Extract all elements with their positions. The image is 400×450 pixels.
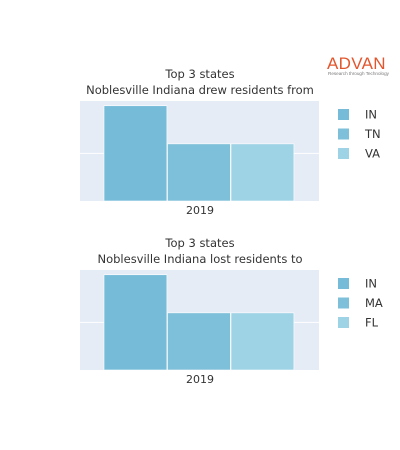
chart-2-bars	[103, 274, 295, 371]
chart-1-legend-label-in[interactable]: IN	[365, 108, 377, 122]
logo-tagline: Research through Technology	[328, 71, 390, 76]
chart-2-legend-label-in[interactable]: IN	[365, 277, 377, 291]
chart-1-subtitle: Noblesville Indiana drew residents from	[86, 83, 314, 97]
chart-1-bar-in	[103, 105, 168, 202]
chart-1-bar-va	[230, 143, 295, 202]
chart-2-title: Top 3 states	[164, 236, 234, 250]
chart-2: Top 3 states Noblesville Indiana lost re…	[0, 233, 400, 408]
chart-2-svg: Top 3 states Noblesville Indiana lost re…	[80, 236, 383, 386]
chart-1-legend: IN TN VA	[338, 108, 381, 161]
chart-2-bar-ma	[167, 312, 231, 371]
chart-2-legend-swatch-fl[interactable]	[338, 317, 349, 328]
chart-1-svg: Top 3 states Noblesville Indiana drew re…	[80, 67, 381, 217]
chart-2-bar-fl	[230, 312, 295, 371]
chart-1-legend-swatch-va[interactable]	[338, 148, 349, 159]
chart-1-legend-label-tn[interactable]: TN	[364, 127, 381, 141]
chart-1-legend-swatch-in[interactable]	[338, 109, 349, 120]
logo-wordmark: ADVAN	[327, 54, 386, 73]
chart-2-legend-label-fl[interactable]: FL	[365, 316, 379, 330]
chart-1-title: Top 3 states	[164, 67, 234, 81]
chart-2-subtitle: Noblesville Indiana lost residents to	[97, 252, 302, 266]
chart-2-bar-in	[103, 274, 168, 371]
chart-2-legend-swatch-ma[interactable]	[338, 297, 349, 309]
chart-1-legend-label-va[interactable]: VA	[365, 147, 380, 161]
chart-1-bar-tn	[167, 143, 231, 202]
chart-1: Top 3 states Noblesville Indiana drew re…	[0, 64, 400, 239]
advan-logo: ADVAN Research through Technology	[326, 52, 396, 82]
chart-2-legend-swatch-in[interactable]	[338, 278, 349, 289]
chart-1-bars	[103, 105, 295, 202]
chart-2-legend-label-ma[interactable]: MA	[365, 296, 383, 310]
chart-2-x-tick: 2019	[186, 373, 214, 386]
chart-2-legend: IN MA FL	[338, 277, 383, 330]
chart-1-x-tick: 2019	[186, 204, 214, 217]
chart-1-legend-swatch-tn[interactable]	[338, 128, 349, 140]
